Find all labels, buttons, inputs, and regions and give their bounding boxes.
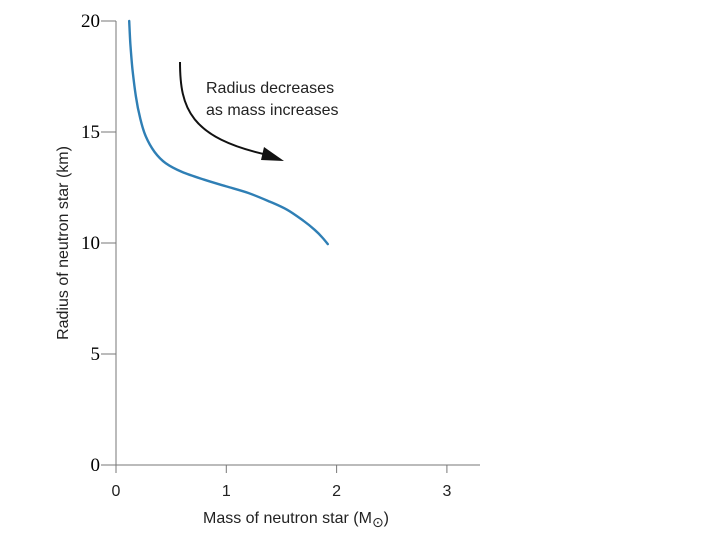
- solar-mass-symbol: ⊙: [372, 514, 384, 530]
- y-ticks: 0 5 10 15 20: [81, 11, 116, 476]
- arrowhead: [261, 147, 284, 161]
- mass-radius-curve: [127, 19, 329, 246]
- x-axis-label-text: Mass of neutron star (M: [203, 510, 372, 527]
- x-tick-label: 2: [332, 483, 341, 500]
- x-tick-label: 3: [442, 483, 451, 500]
- y-tick-label: 15: [81, 122, 100, 143]
- x-axis-label: Mass of neutron star (M⊙): [203, 510, 389, 530]
- y-tick-label: 5: [91, 344, 101, 365]
- x-axis-label-close: ): [384, 510, 389, 527]
- x-tick-label: 1: [222, 483, 231, 500]
- annotation-line-1: Radius decreases: [206, 80, 334, 97]
- y-axis-label: Radius of neutron star (km): [55, 146, 72, 340]
- trend-annotation: Radius decreases as mass increases: [179, 61, 339, 161]
- y-tick-label: 0: [91, 455, 101, 476]
- annotation-arrow: [179, 61, 269, 156]
- annotation-line-2: as mass increases: [206, 102, 339, 119]
- x-ticks: 0 1 2 3: [112, 465, 451, 500]
- x-tick-label: 0: [112, 483, 121, 500]
- y-tick-label: 20: [81, 11, 100, 32]
- y-tick-label: 10: [81, 233, 100, 254]
